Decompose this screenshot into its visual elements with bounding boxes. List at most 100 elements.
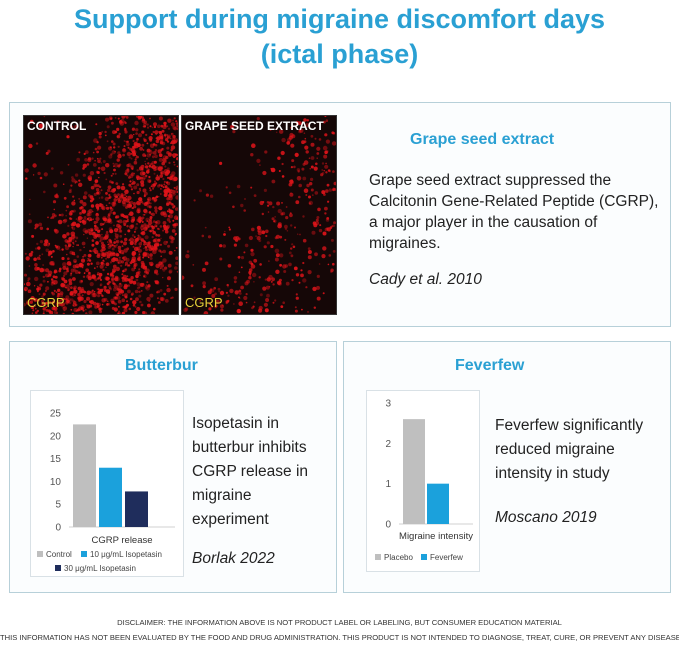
control-stain-spot [70,298,74,302]
control-stain-spot [174,190,178,194]
control-stain-spot [138,133,142,138]
grape-seed-stain-spot [295,200,300,205]
grape-seed-stain-spot [290,180,294,185]
control-stain-spot [63,271,68,276]
control-stain-spot [27,219,32,224]
control-stain-spot [164,171,169,176]
control-stain-spot [130,153,133,155]
control-stain-spot [97,166,101,170]
control-stain-spot [175,247,178,249]
control-stain-spot [78,179,81,182]
control-stain-spot [124,189,129,194]
control-stain-spot [150,263,153,266]
control-stain-spot [60,213,64,217]
control-stain-spot [38,293,41,296]
control-stain-spot [29,198,31,201]
control-stain-spot [78,197,81,200]
control-stain-spot [51,291,54,294]
control-stain-spot [98,309,102,314]
grape-seed-marker-label: CGRP [185,295,223,310]
control-stain-spot [53,228,57,232]
control-stain-spot [171,203,175,206]
control-stain-spot [77,292,81,297]
control-stain-spot [43,311,45,313]
control-stain-spot [83,246,85,249]
control-stain-spot [109,206,113,210]
control-stain-spot [123,241,127,246]
control-stain-spot [68,301,72,304]
control-stain-spot [139,274,141,276]
control-stain-spot [100,256,103,259]
control-stain-spot [62,297,66,301]
control-stain-spot [67,257,70,260]
control-stain-spot [83,272,86,275]
grape-seed-stain-spot [236,308,241,314]
control-stain-spot [34,247,38,250]
control-stain-spot [149,117,151,120]
grape-seed-stain-spot [259,293,263,297]
control-stain-spot [143,208,148,213]
grape-seed-stain-spot [258,308,263,313]
legend-swatch [55,565,61,571]
control-stain-spot [126,168,130,171]
control-stain-spot [69,292,74,296]
control-stain-spot [153,307,156,311]
control-stain-spot [117,311,122,314]
control-stain-spot [149,230,152,233]
control-stain-spot [117,197,121,201]
control-stain-spot [124,264,127,266]
control-stain-spot [105,276,110,281]
control-stain-spot [165,181,169,184]
control-stain-spot [124,121,127,125]
control-stain-spot [113,163,119,168]
grape-seed-stain-spot [218,290,220,293]
control-stain-spot [168,214,173,219]
control-stain-spot [42,312,45,314]
grape-seed-stain-spot [302,238,307,243]
control-stain-spot [35,142,39,145]
control-stain-spot [47,280,49,283]
control-stain-spot [73,259,77,263]
grape-seed-stain-spot [273,219,277,223]
control-stain-spot [89,171,95,176]
grape-seed-stain-spot [316,285,320,290]
grape-seed-panel: CONTROL CGRP GRAPE SEED EXTRACT CGRP Gra… [9,102,671,327]
control-stain-spot [159,225,163,228]
control-stain-spot [148,175,151,179]
control-stain-spot [86,163,90,166]
grape-seed-stain-spot [321,172,325,175]
grape-seed-stain-spot [214,304,218,308]
grape-seed-stain-spot [319,224,322,227]
control-stain-spot [172,119,174,122]
grape-seed-stain-spot [324,164,329,169]
control-stain-spot [94,184,97,187]
control-stain-spot [66,298,69,301]
control-stain-spot [81,209,87,214]
control-stain-spot [28,252,33,257]
grape-seed-stain-spot [332,262,335,266]
grape-seed-stain-spot [276,280,282,285]
grape-seed-stain-spot [251,227,255,232]
control-stain-spot [147,241,151,245]
disclaimer-line-1: DISCLAIMER: THE INFORMATION ABOVE IS NOT… [117,618,562,627]
control-stain-spot [141,116,144,119]
control-stain-spot [124,261,129,265]
control-stain-spot [72,245,74,248]
control-stain-spot [82,275,86,278]
grape-seed-stain-spot [271,277,275,282]
control-stain-spot [155,220,161,225]
legend-swatch [37,551,43,557]
grape-seed-stain-spot [263,188,267,192]
control-stain-spot [143,274,147,278]
control-stain-spot [169,142,172,145]
control-stain-spot [40,304,42,307]
control-stain-spot [45,242,51,247]
control-stain-spot [148,136,153,141]
control-stain-spot [101,251,105,255]
grape-seed-stain-spot [324,150,328,155]
control-stain-spot [72,290,76,293]
control-stain-spot [111,244,114,247]
grape-seed-stain-spot [291,279,294,282]
control-stain-spot [105,230,109,234]
control-stain-spot [69,210,72,213]
